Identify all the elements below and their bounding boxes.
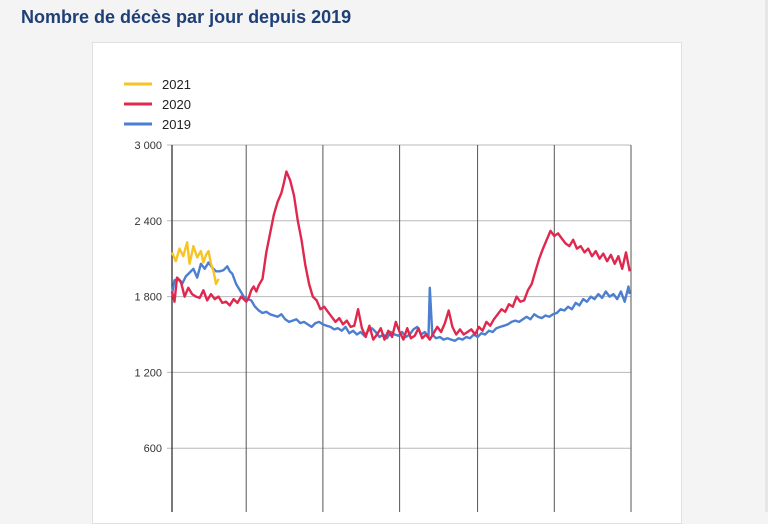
- y-tick-label: 3 000: [134, 140, 162, 152]
- legend-label-2020: 2020: [162, 97, 191, 112]
- panel-edge: [765, 0, 768, 512]
- y-tick-label: 1 800: [134, 292, 162, 304]
- legend-label-2019: 2019: [162, 117, 191, 132]
- series-line-2021: [170, 241, 220, 286]
- y-tick-label: 1 200: [134, 367, 162, 379]
- deaths-per-day-chart: 600 1 200 1 800 2 400 3 000 2021 2020 2019: [124, 77, 632, 512]
- y-tick-label: 600: [144, 443, 162, 455]
- series-line-2020: [170, 170, 631, 341]
- legend-label-2021: 2021: [162, 77, 191, 92]
- chart-panel: [92, 42, 682, 524]
- y-tick-label: 2 400: [134, 216, 162, 228]
- series-line-2019: [170, 261, 631, 342]
- page-title: Nombre de décès par jour depuis 2019: [21, 7, 352, 27]
